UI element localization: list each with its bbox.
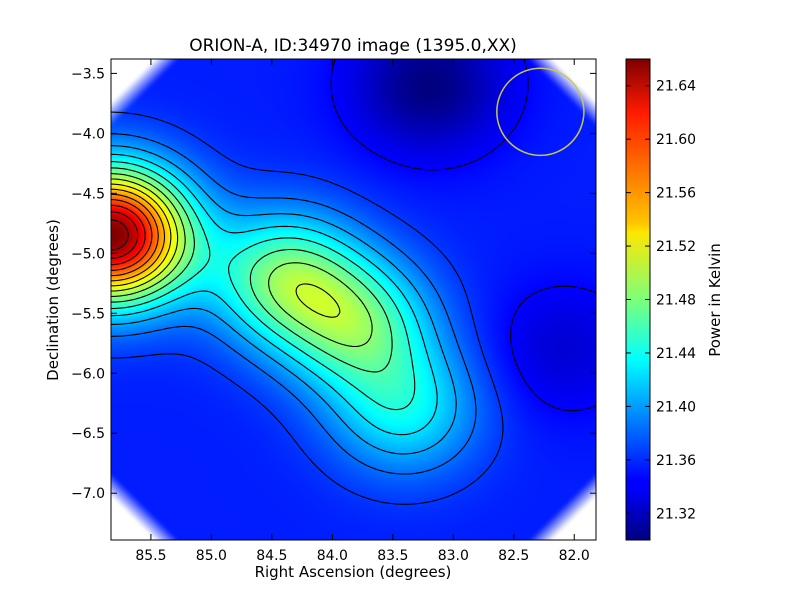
y-tick-label: −5.5 <box>71 306 105 322</box>
colorbar-tick-label: 21.40 <box>656 399 696 415</box>
y-tick-label: −5.0 <box>71 246 105 262</box>
contour-line <box>111 193 159 277</box>
y-axis-label: Declination (degrees) <box>44 219 62 381</box>
y-tick-label: −6.5 <box>71 426 105 442</box>
y-tick-label: −3.5 <box>71 66 105 82</box>
contour-lines <box>111 59 596 505</box>
contour-line <box>111 161 416 411</box>
contour-line <box>111 178 341 318</box>
plot-area <box>111 59 596 540</box>
y-axis: −3.5 −4.0 −4.5 −5.0 −5.5 −6.0 −6.5 −7.0 <box>71 66 596 502</box>
contour-line <box>111 167 393 373</box>
x-tick-label: 84.0 <box>317 548 348 564</box>
colorbar-tick-label: 21.48 <box>656 293 696 309</box>
plot-frame <box>110 58 597 541</box>
heatmap-image <box>111 59 596 540</box>
chart-title: ORION-A, ID:34970 image (1395.0,XX) <box>189 36 517 56</box>
x-tick-label: 83.0 <box>438 548 469 564</box>
x-tick-label: 82.5 <box>498 548 529 564</box>
y-tick-label: −6.0 <box>71 366 105 382</box>
colorbar-tick-label: 21.56 <box>656 186 696 202</box>
colorbar: 21.32 21.36 21.40 21.44 21.48 21.52 21.56 21.60… <box>625 58 696 541</box>
colorbar-ticks: 21.32 21.36 21.40 21.44 21.48 21.52 21.56 21.60… <box>626 79 696 522</box>
colorbar-tick-label: 21.52 <box>656 239 696 255</box>
colorbar-tick-label: 21.60 <box>656 132 696 148</box>
colorbar-tick-label: 21.36 <box>656 453 696 469</box>
x-tick-label: 83.5 <box>377 548 408 564</box>
contour-line <box>111 211 139 259</box>
colorbar-label: Power in Kelvin <box>706 243 724 357</box>
contour-line <box>111 204 146 266</box>
contour-line <box>111 219 129 251</box>
contour-line <box>111 153 438 436</box>
x-tick-label: 85.5 <box>135 548 166 564</box>
x-axis: 85.5 85.0 84.5 84.0 83.5 83.0 82.5 82.0 <box>135 59 590 564</box>
y-tick-label: −4.5 <box>71 186 105 202</box>
x-tick-label: 85.0 <box>196 548 227 564</box>
contour-line <box>330 59 596 412</box>
contour-line <box>111 188 166 282</box>
contour-line <box>111 111 504 505</box>
x-axis-label: Right Ascension (degrees) <box>255 563 452 581</box>
y-tick-label: −7.0 <box>71 486 105 502</box>
x-tick-label: 84.5 <box>256 548 287 564</box>
contour-line <box>111 199 153 271</box>
y-tick-label: −4.0 <box>71 126 105 142</box>
colorbar-tick-label: 21.64 <box>656 79 696 95</box>
contour-line <box>111 173 373 348</box>
annotation-circle <box>496 67 585 157</box>
colorbar-tick-label: 21.44 <box>656 346 696 362</box>
contour-line <box>111 183 172 287</box>
colorbar-tick-label: 21.32 <box>656 506 696 522</box>
x-tick-label: 82.0 <box>559 548 590 564</box>
contour-line <box>111 145 457 455</box>
